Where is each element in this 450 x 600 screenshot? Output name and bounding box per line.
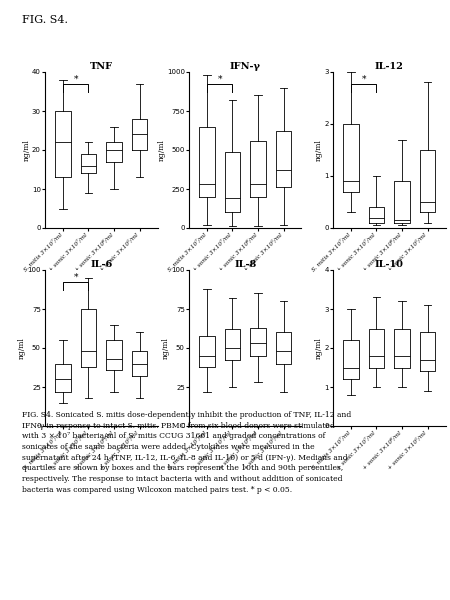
Text: *: * (73, 74, 78, 83)
Title: TNF: TNF (90, 62, 113, 71)
Title: IFN-γ: IFN-γ (230, 62, 261, 71)
Text: FIG. S4.: FIG. S4. (22, 15, 68, 25)
Y-axis label: ng/ml: ng/ml (22, 139, 31, 161)
Y-axis label: ng/ml: ng/ml (18, 337, 26, 359)
Text: *: * (217, 75, 222, 84)
Y-axis label: ng/ml: ng/ml (315, 337, 323, 359)
Text: *: * (361, 75, 366, 84)
Text: *: * (73, 272, 78, 281)
Text: FIG. S4. Sonicated S. mitis dose-dependently inhibit the production of TNF, IL-1: FIG. S4. Sonicated S. mitis dose-depende… (22, 411, 352, 494)
Title: IL-6: IL-6 (90, 260, 112, 269)
Title: IL-8: IL-8 (234, 260, 256, 269)
Y-axis label: ng/ml: ng/ml (315, 139, 323, 161)
Title: IL-10: IL-10 (375, 260, 404, 269)
Y-axis label: ng/ml: ng/ml (162, 337, 170, 359)
Y-axis label: ng/ml: ng/ml (158, 139, 166, 161)
Title: IL-12: IL-12 (375, 62, 404, 71)
